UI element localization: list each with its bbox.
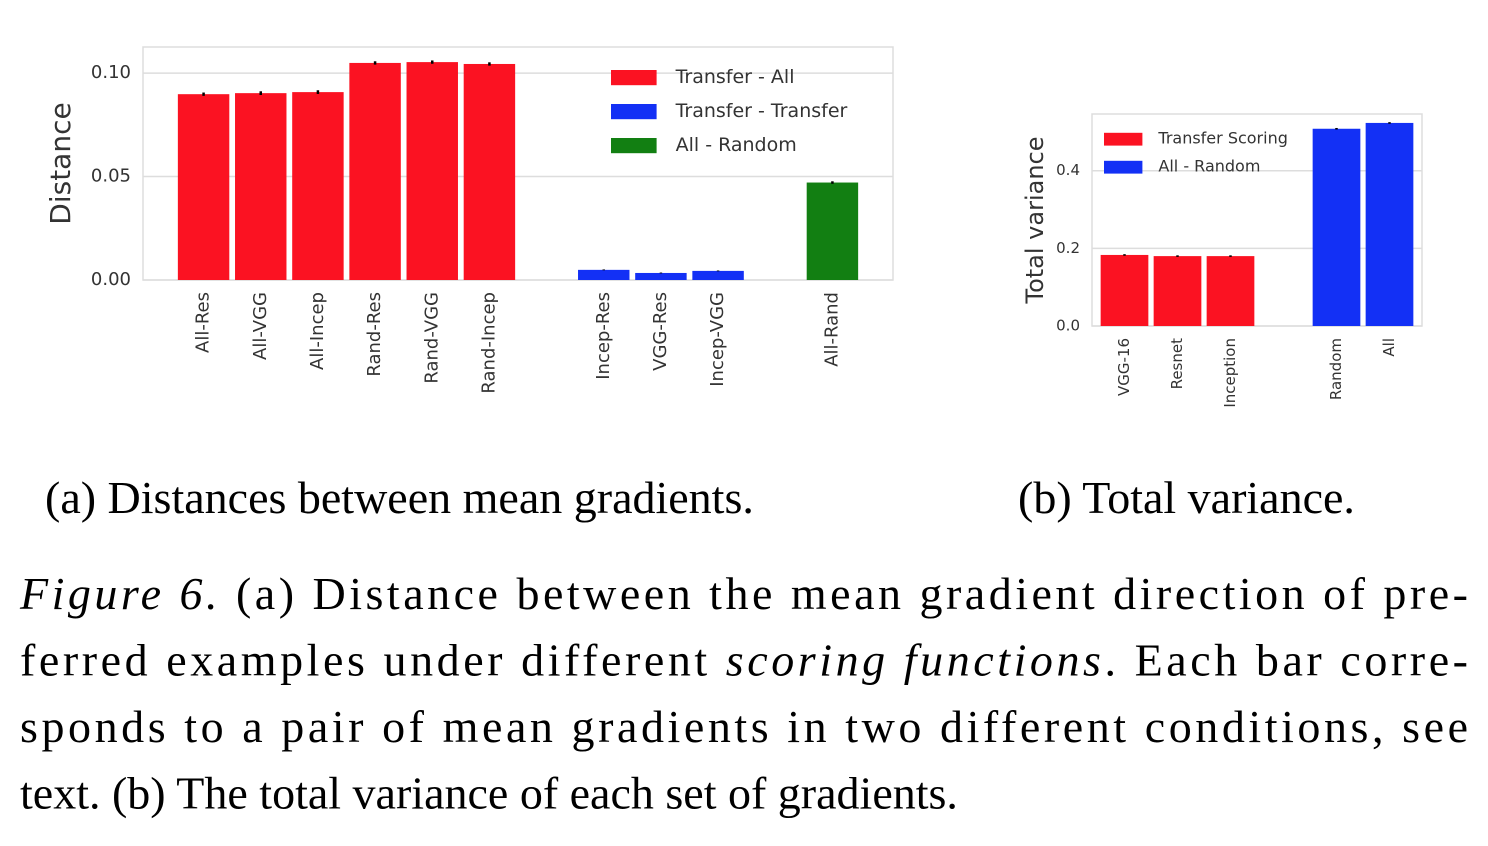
- x-tick-label: Random: [1327, 338, 1345, 400]
- subcaption: (b) Total variance.: [1018, 472, 1355, 523]
- y-tick-label: 0.00: [91, 269, 131, 290]
- y-tick-label: 0.2: [1056, 239, 1080, 257]
- legend-label: Transfer - Transfer: [675, 100, 848, 122]
- legend-swatch: [611, 104, 657, 120]
- bar: [406, 62, 458, 280]
- caption-text: (a) Distance between the mean gradient d…: [221, 568, 1468, 619]
- x-tick-label: Inception: [1221, 338, 1239, 408]
- x-tick-label: Incep-Res: [593, 292, 614, 380]
- caption-text: . Each bar corre-: [1105, 635, 1468, 686]
- y-axis-label: Distance: [44, 102, 77, 224]
- bar: [1206, 256, 1255, 326]
- y-tick-label: 0.10: [91, 62, 131, 83]
- bar: [235, 93, 287, 280]
- bar: [578, 269, 630, 280]
- caption-text: text. (b) The total variance of each set…: [20, 768, 958, 819]
- subcaption: (a) Distances between mean gradients.: [45, 472, 754, 523]
- x-tick-label: Rand-Res: [364, 292, 385, 377]
- legend-swatch: [611, 70, 657, 86]
- bar: [635, 272, 687, 280]
- y-tick-label: 0.05: [91, 166, 131, 187]
- bar: [463, 63, 516, 280]
- x-tick-label: All-Res: [193, 292, 214, 353]
- caption-line: sponds to a pair of mean gradients in tw…: [20, 701, 1468, 752]
- bar: [349, 62, 401, 280]
- bar: [1365, 122, 1414, 326]
- x-tick-label: VGG-Res: [650, 292, 671, 371]
- bar: [1100, 254, 1149, 326]
- bar: [1312, 128, 1361, 326]
- bar: [177, 94, 230, 280]
- caption-text: sponds to a pair of mean gradients in tw…: [20, 701, 1468, 752]
- legend-label: Transfer - All: [675, 66, 795, 88]
- x-tick-label: Resnet: [1168, 338, 1186, 390]
- caption-line: text. (b) The total variance of each set…: [20, 768, 958, 819]
- x-tick-label: VGG-16: [1115, 338, 1133, 396]
- legend-label: Transfer Scoring: [1157, 129, 1287, 148]
- x-tick-label: All-VGG: [250, 292, 271, 360]
- bar: [806, 182, 859, 280]
- caption-line: ferred examples under different scoring …: [20, 635, 1468, 686]
- legend-swatch: [1104, 132, 1143, 146]
- x-tick-label: All-Incep: [307, 292, 328, 370]
- caption-text: ferred examples under different: [20, 635, 722, 686]
- legend-swatch: [1104, 160, 1143, 174]
- legend-label: All - Random: [1158, 157, 1260, 176]
- x-tick-label: Rand-Incep: [478, 292, 499, 394]
- y-tick-label: 0.0: [1056, 317, 1080, 335]
- x-tick-label: Incep-VGG: [707, 292, 728, 387]
- y-tick-label: 0.4: [1056, 161, 1080, 179]
- x-tick-label: Rand-VGG: [421, 292, 442, 384]
- legend-label: All - Random: [676, 134, 797, 156]
- x-tick-label: All: [1380, 338, 1398, 357]
- y-axis-label: Total variance: [1021, 136, 1049, 304]
- bar: [1153, 256, 1202, 326]
- caption-text: Figure 6.: [19, 568, 217, 619]
- x-tick-label: All-Rand: [821, 292, 842, 367]
- legend-swatch: [611, 138, 657, 154]
- caption-text: scoring functions: [726, 635, 1101, 686]
- bar: [292, 92, 344, 280]
- bar: [692, 270, 744, 280]
- caption-line: Figure 6. (a) Distance between the mean …: [19, 568, 1468, 619]
